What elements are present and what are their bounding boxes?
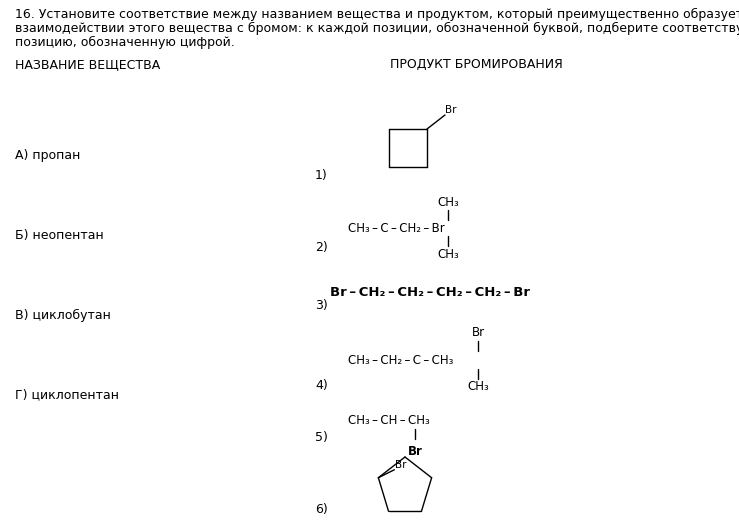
Text: Br: Br [471, 327, 485, 339]
Text: 6): 6) [315, 503, 328, 517]
Text: А) пропан: А) пропан [15, 148, 81, 162]
Text: Г) циклопентан: Г) циклопентан [15, 388, 119, 402]
Text: Br: Br [395, 460, 407, 470]
Text: CH₃ – CH – CH₃: CH₃ – CH – CH₃ [348, 413, 430, 427]
Text: CH₃: CH₃ [467, 380, 489, 394]
Text: ПРОДУКТ БРОМИРОВАНИЯ: ПРОДУКТ БРОМИРОВАНИЯ [390, 58, 563, 71]
Text: CH₃ – CH₂ – C – CH₃: CH₃ – CH₂ – C – CH₃ [348, 353, 453, 367]
Text: 3): 3) [315, 298, 328, 312]
Text: Br: Br [408, 445, 423, 458]
Text: 16. Установите соответствие между названием вещества и продуктом, который преиму: 16. Установите соответствие между назван… [15, 8, 739, 21]
Text: CH₃ – C – CH₂ – Br: CH₃ – C – CH₂ – Br [348, 221, 445, 235]
Text: CH₃: CH₃ [437, 247, 459, 261]
Text: 4): 4) [315, 378, 328, 392]
Text: CH₃: CH₃ [437, 195, 459, 209]
Text: Br: Br [445, 105, 457, 115]
Text: 2): 2) [315, 242, 328, 254]
Text: Br – CH₂ – CH₂ – CH₂ – CH₂ – Br: Br – CH₂ – CH₂ – CH₂ – CH₂ – Br [330, 287, 530, 300]
Text: позицию, обозначенную цифрой.: позицию, обозначенную цифрой. [15, 36, 235, 49]
Text: НАЗВАНИЕ ВЕЩЕСТВА: НАЗВАНИЕ ВЕЩЕСТВА [15, 58, 160, 71]
Text: Б) неопентан: Б) неопентан [15, 229, 103, 242]
Text: В) циклобутан: В) циклобутан [15, 309, 111, 321]
Text: 1): 1) [315, 169, 328, 181]
Text: 5): 5) [315, 431, 328, 445]
Text: взаимодействии этого вещества с бромом: к каждой позиции, обозначенной буквой, п: взаимодействии этого вещества с бромом: … [15, 22, 739, 35]
